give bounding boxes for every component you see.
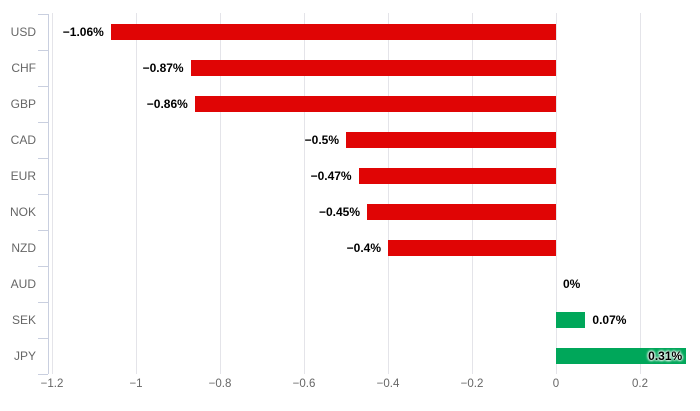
bar-eur (358, 168, 556, 184)
value-label-nok: −0.45% (318, 205, 360, 219)
category-label-nzd: NZD (11, 241, 36, 255)
x-axis-tick-label: −1.2 (40, 378, 64, 390)
value-label-cad: −0.5% (304, 133, 339, 147)
bar-jpy (556, 348, 687, 364)
category-axis-tick (38, 122, 48, 123)
x-axis-tick-label: 0 (552, 378, 560, 390)
x-axis-tick-label: −0.8 (208, 378, 232, 390)
value-label-gbp: −0.86% (146, 97, 188, 111)
category-label-chf: CHF (11, 61, 36, 75)
gridline (640, 13, 641, 374)
category-axis-tick (38, 86, 48, 87)
bar-nok (367, 204, 556, 220)
value-label-usd: −1.06% (62, 25, 104, 39)
value-label-chf: −0.87% (142, 61, 184, 75)
gridline (556, 13, 557, 374)
value-label-eur: −0.47% (310, 169, 352, 183)
bar-gbp (194, 96, 556, 112)
category-axis-tick (38, 374, 48, 375)
category-label-nok: NOK (9, 205, 36, 219)
gridline (304, 13, 305, 374)
gridline (136, 13, 137, 374)
gridline (472, 13, 473, 374)
category-axis-tick (38, 50, 48, 51)
category-label-sek: SEK (11, 313, 36, 327)
category-label-aud: AUD (10, 277, 36, 291)
value-label-jpy: 0.31% (648, 349, 683, 363)
category-label-cad: CAD (10, 133, 36, 147)
x-axis-tick-label: −0.2 (460, 378, 484, 390)
x-axis-tick-label: 0.2 (632, 378, 648, 390)
bar-sek (556, 312, 586, 328)
gridline (52, 13, 53, 374)
gridline (388, 13, 389, 374)
category-axis-tick (38, 14, 48, 15)
value-label-sek: 0.07% (592, 313, 627, 327)
x-axis-tick-label: −0.4 (376, 378, 400, 390)
category-label-eur: EUR (10, 169, 36, 183)
category-axis-tick (38, 230, 48, 231)
category-label-gbp: GBP (10, 97, 36, 111)
x-axis-tick-label: −0.6 (292, 378, 316, 390)
category-axis-tick (38, 266, 48, 267)
value-label-nzd: −0.4% (346, 241, 381, 255)
category-axis-tick (38, 194, 48, 195)
value-label-aud: 0% (563, 277, 581, 291)
bar-cad (346, 132, 556, 148)
category-label-usd: USD (10, 25, 36, 39)
gridline (220, 13, 221, 374)
x-axis-tick-label: −1 (129, 378, 143, 390)
category-label-jpy: JPY (13, 349, 36, 363)
category-axis-tick (38, 302, 48, 303)
bar-nzd (388, 240, 556, 256)
category-axis-line (48, 14, 49, 374)
category-axis-tick (38, 158, 48, 159)
category-axis-tick (38, 338, 48, 339)
bar-chf (190, 60, 556, 76)
bar-usd (110, 24, 556, 40)
